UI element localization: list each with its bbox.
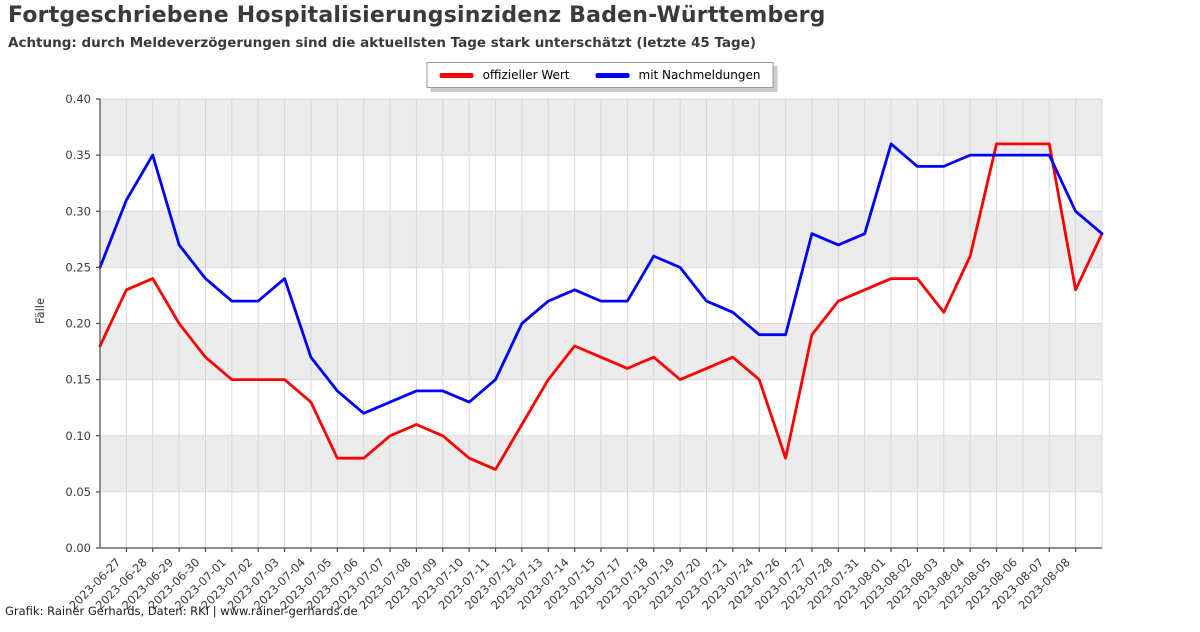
legend-swatch-red-line [439,72,474,78]
legend-label-nachmeldungen: mit Nachmeldungen [638,68,761,82]
legend-item-official: offizieller Wert [439,68,570,82]
y-axis-label: Fälle [33,297,47,325]
y-tick-label: 0.40 [65,92,91,106]
y-tick-label: 0.00 [65,541,91,555]
series-line-mit-nachmeldungen [98,142,1104,415]
footer-credit: Grafik: Rainer Gerhards, Daten: RKI | ww… [5,604,358,618]
legend-swatch-blue-line [595,72,630,78]
y-tick-label: 0.30 [65,204,91,218]
y-tick-labels: 0.00 0.05 0.10 0.15 0.20 0.25 0.30 0.35 0.40 [65,92,100,555]
series-line-offizieller-wert [98,142,1104,471]
legend-item-nachmeldungen: mit Nachmeldungen [595,68,761,82]
x-tick-labels: 2023-06-272023-06-282023-06-292023-06-30… [66,548,1077,612]
legend: offizieller Wert mit Nachmeldungen [426,62,774,88]
y-tick-label: 0.20 [65,317,91,331]
legend-label-official: offizieller Wert [482,68,570,82]
y-tick-label: 0.35 [65,148,91,162]
chart-warning-subtitle: Achtung: durch Meldeverzögerungen sind d… [8,35,757,51]
y-tick-label: 0.25 [65,260,91,274]
chart-title: Fortgeschriebene Hospitalisierungsinzide… [8,3,826,28]
y-tick-label: 0.05 [65,485,91,499]
y-tick-label: 0.15 [65,373,91,387]
y-tick-label: 0.10 [65,429,91,443]
